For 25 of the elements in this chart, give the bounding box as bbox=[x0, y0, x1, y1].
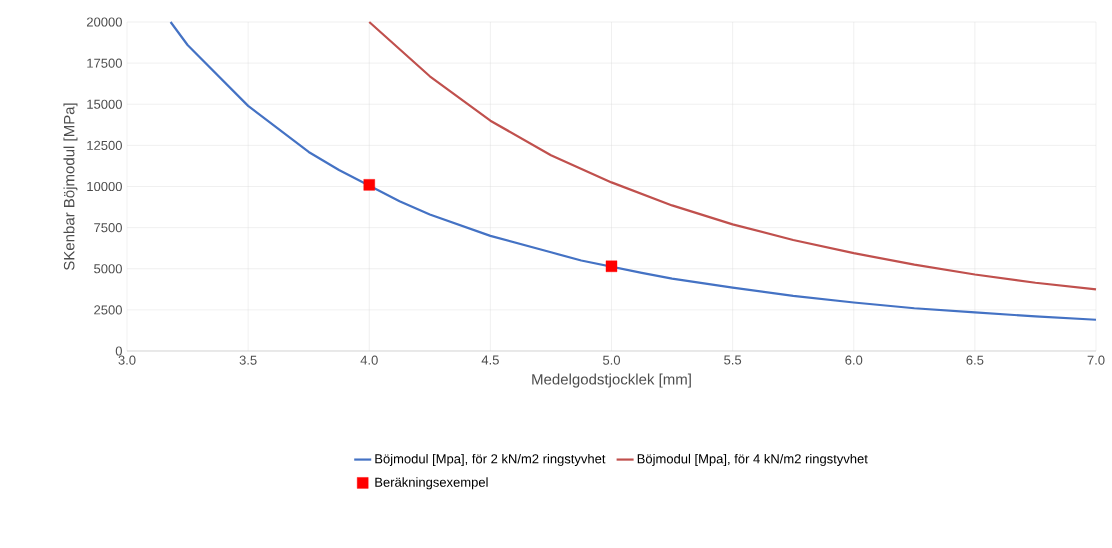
x-tick-label: 6.5 bbox=[966, 355, 984, 365]
y-tick-label: 17500 bbox=[87, 58, 122, 68]
legend-label: Böjmodul [Mpa], för 2 kN/m2 ringstyvhet bbox=[375, 453, 606, 467]
y-tick-label: 10000 bbox=[87, 181, 122, 192]
y-tick-label: 20000 bbox=[86, 17, 122, 27]
x-tick-label: 6.0 bbox=[845, 355, 863, 365]
y-tick-label: 15000 bbox=[87, 99, 122, 109]
line-series bbox=[169, 20, 1098, 321]
x-tick-label: 5.5 bbox=[724, 355, 742, 365]
y-axis-title: SKenbar Böjmodul [MPa] bbox=[63, 103, 78, 271]
legend-label: Beräkningsexempel bbox=[375, 477, 488, 490]
x-tick-label: 3.0 bbox=[118, 355, 136, 365]
legend-label: Böjmodul [Mpa], för 4 kN/m2 ringstyvhet bbox=[637, 453, 868, 467]
x-tick-label: 5.0 bbox=[602, 355, 621, 365]
x-tick-label: 4.0 bbox=[360, 355, 378, 365]
x-axis-title: Medelgodstjocklek [mm] bbox=[532, 373, 691, 388]
x-tick-label: 3.5 bbox=[239, 355, 257, 365]
y-tick-label: 12500 bbox=[87, 140, 122, 150]
line-series bbox=[368, 20, 1098, 291]
y-tick-label: 5000 bbox=[94, 264, 122, 274]
y-tick-label: 7500 bbox=[94, 223, 122, 233]
x-tick-label: 4.5 bbox=[481, 355, 499, 365]
y-tick-label: 0 bbox=[115, 346, 122, 356]
y-tick-label: 2500 bbox=[94, 305, 122, 315]
x-tick-label: 7.0 bbox=[1087, 355, 1105, 365]
